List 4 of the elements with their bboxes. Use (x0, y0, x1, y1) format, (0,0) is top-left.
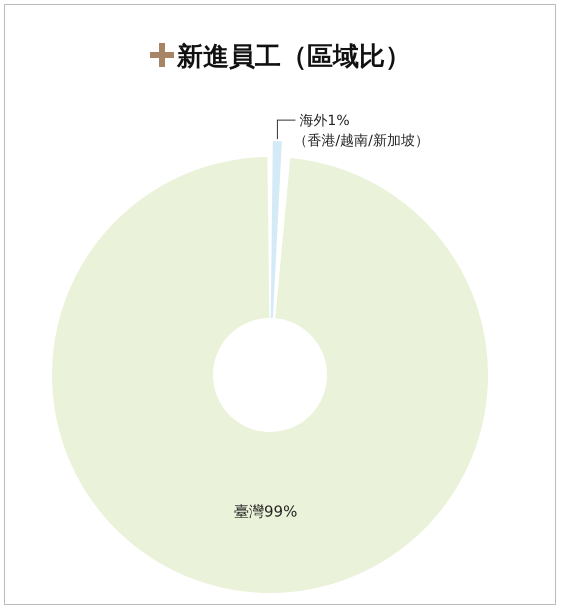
chart-title: 新進員工（區域比） (176, 42, 411, 72)
slice-label: 臺灣99% (234, 502, 298, 521)
slice-label: 海外1% (299, 113, 350, 130)
text: （香港/越南/新加坡） (293, 133, 429, 150)
